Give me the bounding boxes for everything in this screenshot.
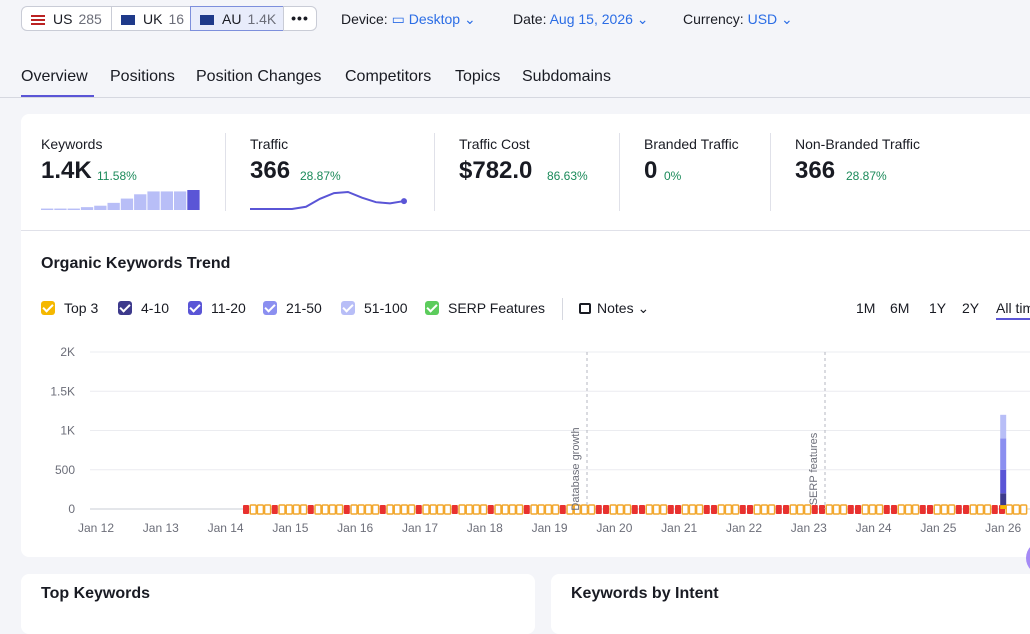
country-tab[interactable]: UK 16: [111, 6, 191, 31]
country-count: 1.4K: [247, 11, 277, 27]
overview-card: [21, 114, 1030, 557]
metric-change: 11.58%: [97, 169, 137, 183]
legend-item[interactable]: 51-100: [341, 300, 408, 316]
country-code: US: [53, 11, 73, 27]
help-bubble[interactable]: [1026, 541, 1030, 575]
filter-label: Date:: [513, 11, 547, 27]
metric-change: 86.63%: [547, 169, 588, 183]
country-code: AU: [222, 11, 242, 27]
legend-label: Top 3: [64, 300, 99, 316]
range-button[interactable]: 1M: [856, 300, 876, 316]
nav-tab[interactable]: Competitors: [345, 68, 432, 85]
metric-value: 0: [644, 157, 658, 184]
legend-checkbox: [425, 301, 439, 315]
filter-label: Device:: [341, 11, 388, 27]
nav-tab[interactable]: Overview: [21, 68, 88, 85]
country-code: UK: [143, 11, 163, 27]
metric-change: 28.87%: [846, 169, 887, 183]
separator: [619, 133, 620, 211]
currency-filter[interactable]: Currency: USD ⌄: [683, 11, 793, 27]
separator: [562, 298, 563, 320]
metric-change: 28.87%: [300, 169, 341, 183]
separator: [434, 133, 435, 211]
range-button[interactable]: 2Y: [962, 300, 980, 316]
nav-tab[interactable]: Positions: [110, 68, 175, 85]
more-button[interactable]: •••: [283, 6, 317, 31]
metric-value: $782.0: [459, 157, 533, 184]
range-button[interactable]: All time: [996, 300, 1030, 320]
range-button[interactable]: 6M: [890, 300, 910, 316]
flag: [31, 15, 45, 25]
metric-change: 0%: [664, 169, 682, 183]
legend-label: 21-50: [286, 300, 322, 316]
legend-checkbox: [341, 301, 355, 315]
card-title: Top Keywords: [41, 585, 151, 602]
card-divider: [21, 230, 1030, 231]
legend-checkbox: [118, 301, 132, 315]
card-title: Keywords by Intent: [571, 585, 719, 602]
legend-label: SERP Features: [448, 300, 546, 316]
legend-checkbox: [188, 301, 202, 315]
notes-label: Notes: [597, 300, 634, 316]
nav-tab[interactable]: Topics: [455, 68, 501, 85]
intent-card: [551, 574, 1030, 634]
separator: [225, 133, 226, 211]
metric-label: Keywords: [41, 136, 103, 152]
filter-label: Currency:: [683, 11, 744, 27]
country-count: 285: [78, 11, 102, 27]
separator: [770, 133, 771, 211]
metric-label: Branded Traffic: [644, 136, 739, 152]
date-filter[interactable]: Date: Aug 15, 2026 ⌄: [513, 11, 649, 27]
device-filter[interactable]: Device: ▭ Desktop ⌄: [341, 11, 476, 27]
notes-button[interactable]: Notes ⌄: [579, 300, 649, 317]
metric-value: 366: [795, 157, 836, 184]
flag: [121, 15, 135, 25]
flag: [200, 15, 214, 25]
legend-item[interactable]: 21-50: [263, 300, 322, 316]
nav-tab[interactable]: Subdomains: [522, 68, 611, 85]
legend-checkbox: [263, 301, 277, 315]
filter-value: Aug 15, 2026: [549, 11, 633, 27]
legend-label: 11-20: [211, 300, 246, 316]
legend-item[interactable]: SERP Features: [425, 300, 545, 316]
filter-value: Desktop: [408, 11, 461, 27]
chart-title: Organic Keywords Trend: [41, 255, 231, 272]
tab-underline: [21, 95, 94, 97]
filter-value: USD: [747, 11, 778, 27]
nav-tab[interactable]: Position Changes: [196, 68, 322, 85]
country-count: 16: [168, 11, 185, 27]
legend-checkbox: [41, 301, 55, 315]
metric-label: Non-Branded Traffic: [795, 136, 921, 152]
metric-value: 1.4K: [41, 157, 92, 184]
country-tab[interactable]: AU 1.4K: [190, 6, 284, 31]
range-button[interactable]: 1Y: [929, 300, 947, 316]
top-keywords-card: [21, 574, 535, 634]
metric-label: Traffic Cost: [459, 136, 530, 152]
page: {"country_tabs": [{"code": "US", "count"…: [0, 0, 1030, 603]
metric-value: 366: [250, 157, 291, 184]
legend-item[interactable]: Top 3: [41, 300, 98, 316]
legend-item[interactable]: 11-20: [188, 300, 246, 316]
legend-label: 4-10: [141, 300, 170, 316]
country-tab[interactable]: US 285: [21, 6, 112, 31]
legend-item[interactable]: 4-10: [118, 300, 169, 316]
metric-label: Traffic: [250, 136, 289, 152]
legend-label: 51-100: [364, 300, 408, 316]
nav-border: [0, 97, 1030, 98]
